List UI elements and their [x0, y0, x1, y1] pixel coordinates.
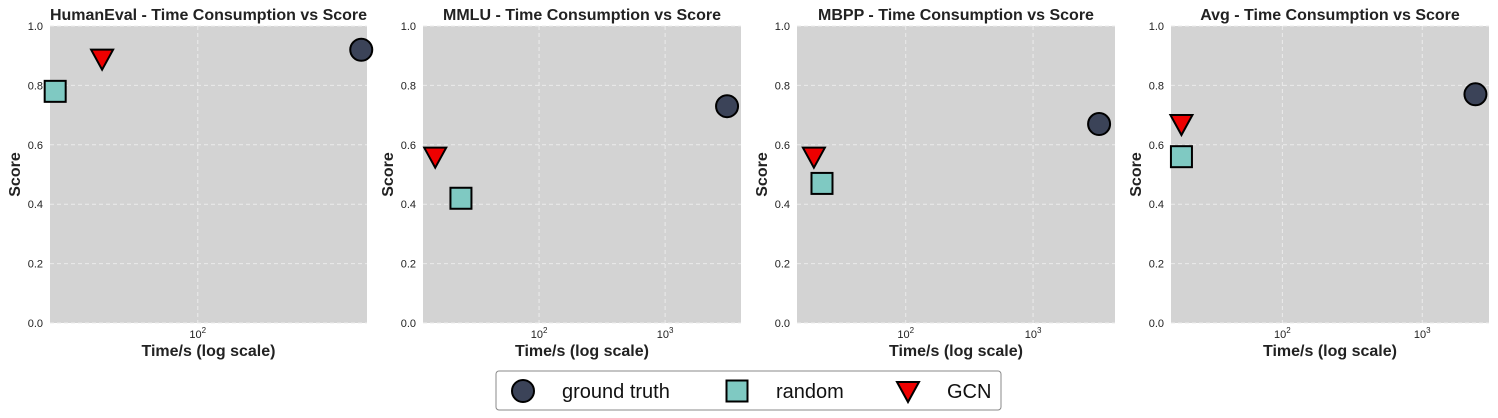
data-point-ground-truth	[1463, 82, 1488, 107]
y-tick-label: 0.6	[1149, 140, 1164, 152]
data-point-random	[449, 186, 473, 210]
data-point-random	[1169, 145, 1193, 169]
data-point-ground-truth	[1087, 112, 1112, 137]
y-tick-label: 0.6	[401, 140, 416, 152]
chart-panel-1: 0.0 0.2 0.4 0.6 0.8 1.0 102 HumanEval - Time Co…	[7, 7, 374, 360]
y-tick-label: 0.6	[775, 140, 790, 152]
y-tick-label: 0.0	[401, 318, 416, 330]
x-tick-label: 103	[1025, 326, 1042, 341]
y-tick-label: 0.4	[401, 199, 416, 211]
y-tick-label: 0.2	[28, 259, 43, 271]
chart-panel-2: 0.0 0.2 0.4 0.6 0.8 1.0 102 103 MMLU - Time Cons…	[380, 7, 741, 360]
x-tick-label: 103	[657, 326, 674, 341]
data-point-gcn	[89, 48, 115, 72]
y-tick-label: 0.8	[28, 80, 43, 92]
legend-marker-random	[725, 379, 749, 403]
x-tick-label: 102	[531, 326, 548, 341]
y-tick-label: 0.4	[28, 199, 43, 211]
y-tick-label: 0.2	[1149, 259, 1164, 271]
legend-marker-ground-truth	[511, 379, 535, 403]
chart-title: MBPP - Time Consumption vs Score	[818, 7, 1094, 24]
data-point-gcn	[801, 146, 827, 170]
y-tick-label: 1.0	[775, 21, 790, 33]
y-tick-label: 0.8	[401, 80, 416, 92]
y-tick-label: 1.0	[28, 21, 43, 33]
x-tick-label: 102	[897, 326, 914, 341]
x-axis-label: Time/s (log scale)	[142, 343, 276, 360]
data-point-random	[43, 79, 67, 103]
x-axis-label: Time/s (log scale)	[1263, 343, 1397, 360]
y-axis-label: Score	[1128, 152, 1145, 197]
data-point-ground-truth	[715, 94, 740, 119]
y-tick-label: 0.0	[775, 318, 790, 330]
chart-panel-4: 0.0 0.2 0.4 0.6 0.8 1.0 102 103 Avg - Time Consu…	[1128, 7, 1489, 360]
y-tick-label: 0.4	[775, 199, 790, 211]
x-tick-label: 102	[1274, 326, 1291, 341]
y-tick-label: 1.0	[401, 21, 416, 33]
legend-label-ground-truth: ground truth	[562, 381, 670, 403]
plot-area	[1171, 26, 1489, 323]
legend: ground truth random GCN	[495, 370, 1002, 411]
y-tick-label: 1.0	[1149, 21, 1164, 33]
legend-label-gcn: GCN	[947, 381, 991, 403]
data-point-ground-truth	[349, 37, 374, 62]
plot-area	[797, 26, 1115, 323]
y-tick-label: 0.4	[1149, 199, 1164, 211]
x-axis-label: Time/s (log scale)	[889, 343, 1023, 360]
y-axis-label: Score	[7, 152, 24, 197]
x-tick-label: 102	[189, 326, 206, 341]
x-tick-label: 103	[1414, 326, 1431, 341]
chart-title: Avg - Time Consumption vs Score	[1200, 7, 1460, 24]
y-tick-label: 0.0	[1149, 318, 1164, 330]
plot-area	[423, 26, 741, 323]
x-axis-label: Time/s (log scale)	[515, 343, 649, 360]
legend-label-random: random	[776, 381, 844, 403]
data-point-gcn	[422, 146, 448, 170]
chart-panel-3: 0.0 0.2 0.4 0.6 0.8 1.0 102 103 MBPP - Time Cons…	[754, 7, 1115, 360]
data-point-random	[810, 171, 834, 195]
y-tick-label: 0.2	[401, 259, 416, 271]
chart-title: HumanEval - Time Consumption vs Score	[50, 7, 367, 24]
data-point-gcn	[1168, 114, 1195, 138]
chart-title: MMLU - Time Consumption vs Score	[443, 7, 721, 24]
legend-marker-gcn	[895, 381, 921, 405]
y-tick-label: 0.8	[1149, 80, 1164, 92]
y-axis-label: Score	[754, 152, 771, 197]
plot-area	[50, 26, 367, 323]
y-tick-label: 0.2	[775, 259, 790, 271]
y-tick-label: 0.8	[775, 80, 790, 92]
y-axis-label: Score	[380, 152, 397, 197]
y-tick-label: 0.0	[28, 318, 43, 330]
y-tick-label: 0.6	[28, 140, 43, 152]
